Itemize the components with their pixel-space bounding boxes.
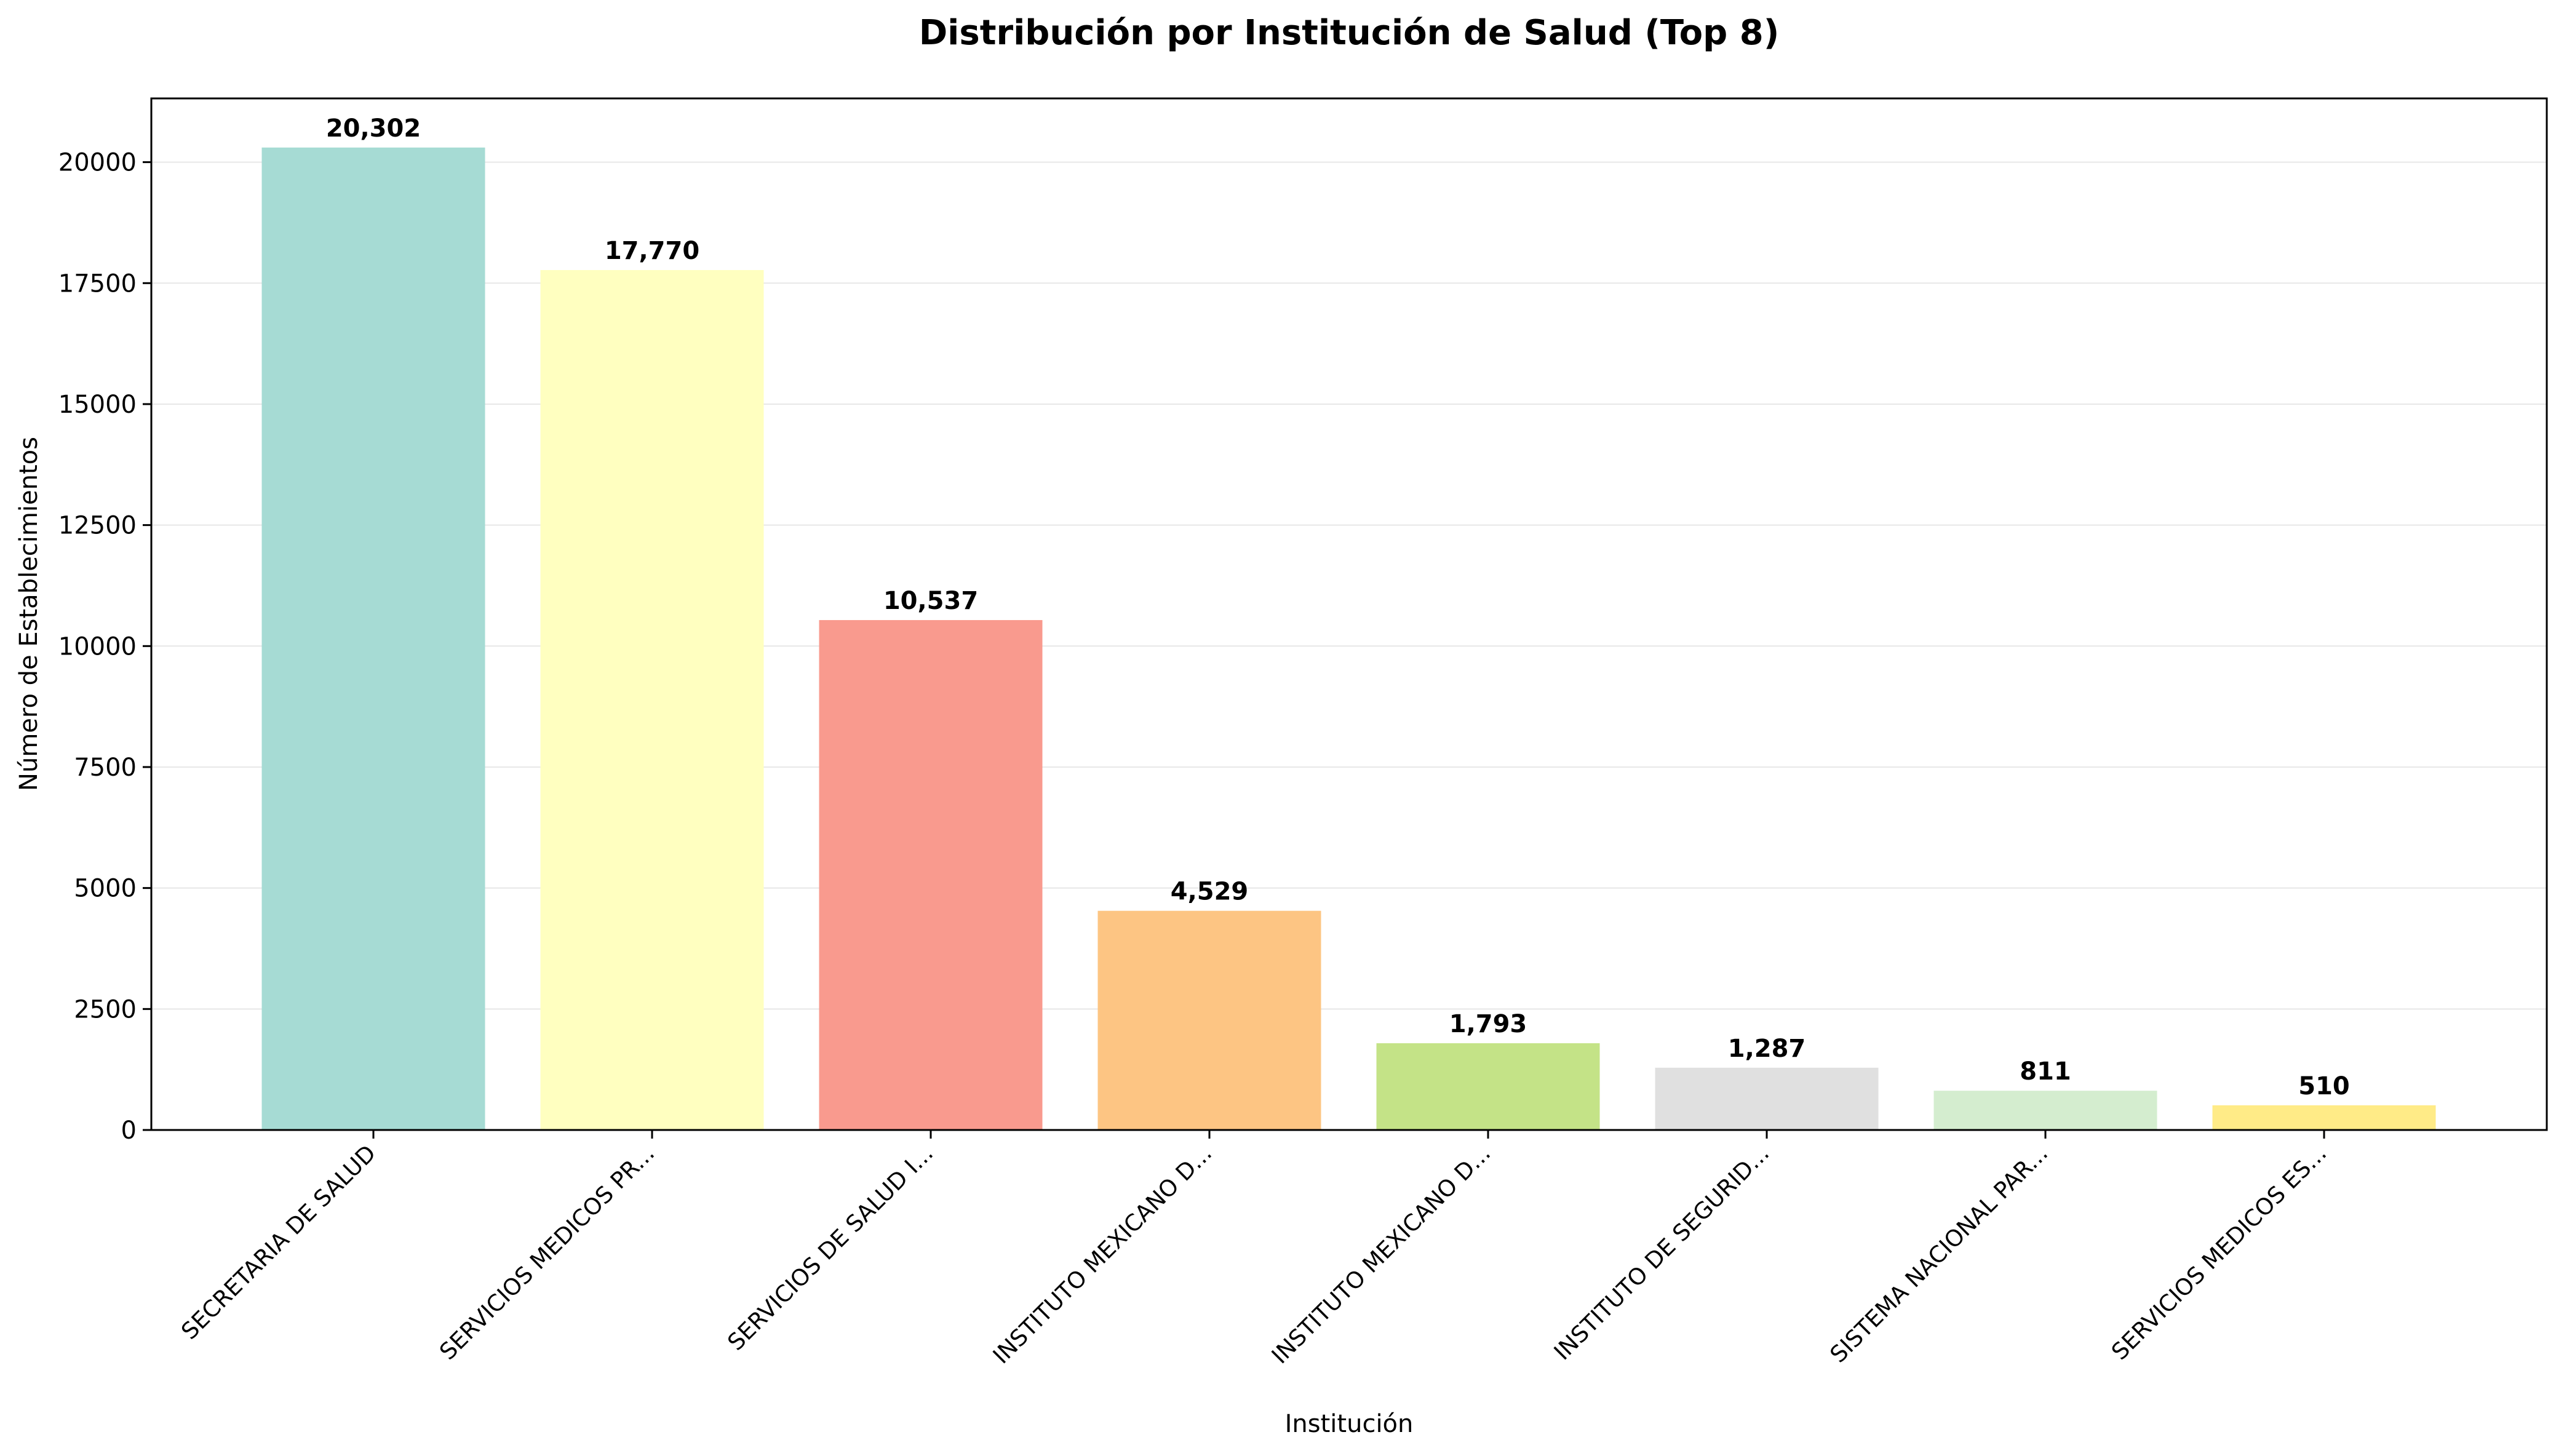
bar-value-label: 1,793 [1449,1010,1527,1038]
bar [2212,1105,2436,1130]
bar-value-label: 4,529 [1171,878,1249,906]
bar [819,620,1043,1130]
bar-value-label: 811 [2020,1057,2071,1086]
y-tick-label: 12500 [58,512,137,540]
bar [540,270,764,1130]
y-tick-label: 7500 [74,754,137,782]
bar-value-label: 20,302 [326,114,421,143]
bars [261,147,2436,1131]
y-axis: 0 2500 5000 7500 10000 12500 15000 17500 20000 [58,149,151,1145]
y-tick-label: 10000 [58,632,137,661]
plot-frame [150,97,2548,1131]
bar [1933,1091,2157,1130]
chart-title: Distribución por Institución de Salud (T… [919,13,1780,53]
bar-value-label: 510 [2298,1072,2350,1100]
y-tick-label: 17500 [58,269,137,298]
bar [1097,910,1321,1130]
bar [1655,1067,1879,1130]
bar [261,147,485,1131]
y-tick-label: 5000 [74,875,137,903]
y-axis-label: Número de Establecimientos [15,437,43,791]
x-axis-label: Institución [1285,1410,1414,1438]
bar-value-label: 17,770 [605,237,699,265]
bar-value-label: 1,287 [1728,1035,1806,1063]
bar-value-label: 10,537 [883,587,978,615]
y-tick-label: 2500 [74,995,137,1024]
bar [1376,1043,1600,1130]
y-tick-label: 0 [121,1116,137,1145]
y-tick-label: 20000 [58,149,137,177]
data-labels: 20,302 17,770 10,537 4,529 1,793 1,287 811 510 [326,114,2350,1100]
y-tick-label: 15000 [58,391,137,419]
